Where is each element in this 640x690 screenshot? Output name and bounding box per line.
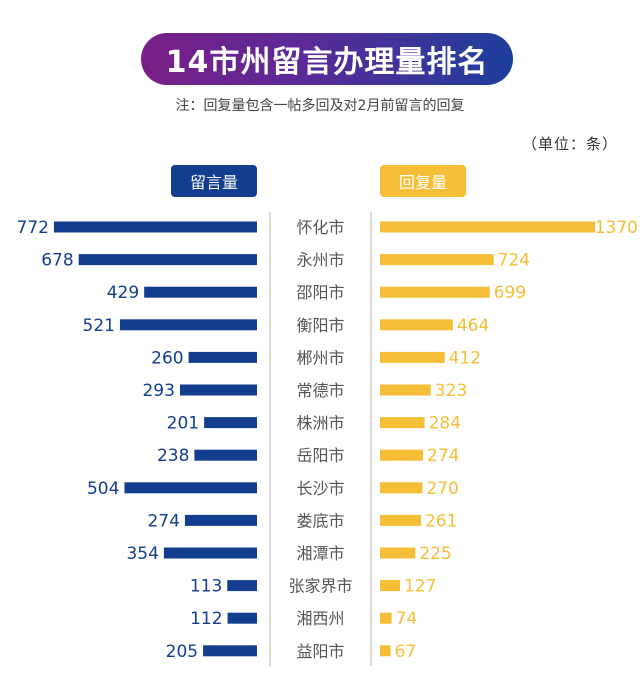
bar-replies [380, 612, 392, 624]
bar-messages [163, 547, 257, 559]
bar-replies [380, 417, 425, 429]
data-label-messages: 205 [166, 642, 198, 662]
bar-replies [380, 580, 400, 592]
data-label-messages: 772 [17, 218, 49, 238]
city-label: 益阳市 [296, 642, 344, 661]
city-label: 永州市 [296, 251, 344, 270]
bar-messages [227, 612, 257, 624]
bar-replies [380, 319, 453, 331]
bar-replies [380, 514, 421, 526]
data-label-replies: 270 [426, 479, 458, 499]
city-label: 郴州市 [296, 348, 344, 367]
city-label: 怀化市 [296, 218, 344, 237]
bar-messages [203, 645, 257, 657]
city-label: 娄底市 [296, 511, 344, 530]
data-label-messages: 521 [83, 316, 115, 336]
data-label-messages: 293 [142, 381, 174, 401]
bar-messages [179, 384, 257, 396]
bar-messages [204, 417, 257, 429]
data-label-messages: 113 [190, 577, 222, 597]
legend-replies: 回复量 [380, 165, 466, 197]
bar-messages [144, 286, 257, 298]
data-label-replies: 412 [449, 348, 481, 368]
data-label-messages: 112 [190, 609, 222, 629]
data-label-replies: 323 [435, 381, 467, 401]
bar-messages [188, 351, 257, 363]
bar-replies [380, 286, 490, 298]
data-label-replies: 274 [427, 446, 459, 466]
data-label-messages: 238 [157, 446, 189, 466]
bar-replies [380, 254, 494, 266]
city-label: 岳阳市 [296, 446, 344, 465]
bar-replies [380, 449, 424, 461]
bar-messages [227, 580, 257, 592]
data-label-replies: 67 [395, 642, 417, 662]
bar-messages [53, 221, 257, 233]
bar-replies [380, 645, 391, 657]
city-label: 长沙市 [296, 479, 344, 498]
data-label-messages: 201 [167, 414, 199, 434]
data-label-messages: 504 [87, 479, 119, 499]
chart-note: 注：回复量包含一帖多回及对2月前留言的回复 [175, 98, 465, 114]
data-label-replies: 1370 [595, 218, 638, 238]
city-label: 常德市 [296, 381, 344, 400]
legend-messages: 留言量 [171, 165, 257, 197]
city-label: 张家界市 [288, 577, 352, 596]
bar-replies [380, 351, 445, 363]
data-label-replies: 284 [429, 414, 461, 434]
data-label-messages: 678 [41, 251, 73, 271]
data-label-replies: 464 [457, 316, 489, 336]
data-label-replies: 261 [425, 511, 457, 531]
bar-replies [380, 482, 423, 494]
data-label-replies: 699 [494, 283, 526, 303]
data-label-replies: 127 [404, 577, 436, 597]
bar-replies [380, 384, 431, 396]
bar-messages [78, 254, 257, 266]
bar-messages [194, 449, 257, 461]
city-label: 湘西州 [296, 609, 344, 628]
city-label: 衡阳市 [296, 316, 344, 335]
city-label: 株洲市 [296, 414, 344, 433]
chart-title: 14市州留言办理量排名 [141, 33, 513, 85]
bar-messages [124, 482, 257, 494]
data-label-replies: 724 [498, 251, 530, 271]
bar-replies [380, 547, 416, 559]
data-label-messages: 274 [147, 511, 179, 531]
unit-label: （单位：条） [521, 135, 618, 153]
data-label-replies: 74 [396, 609, 418, 629]
city-label: 邵阳市 [296, 283, 344, 302]
data-label-replies: 225 [419, 544, 451, 564]
data-label-messages: 260 [151, 348, 183, 368]
city-label: 湘潭市 [296, 544, 344, 563]
data-label-messages: 429 [107, 283, 139, 303]
bar-messages [119, 319, 258, 331]
data-label-messages: 354 [126, 544, 158, 564]
bar-messages [184, 514, 257, 526]
bar-replies [380, 221, 596, 233]
